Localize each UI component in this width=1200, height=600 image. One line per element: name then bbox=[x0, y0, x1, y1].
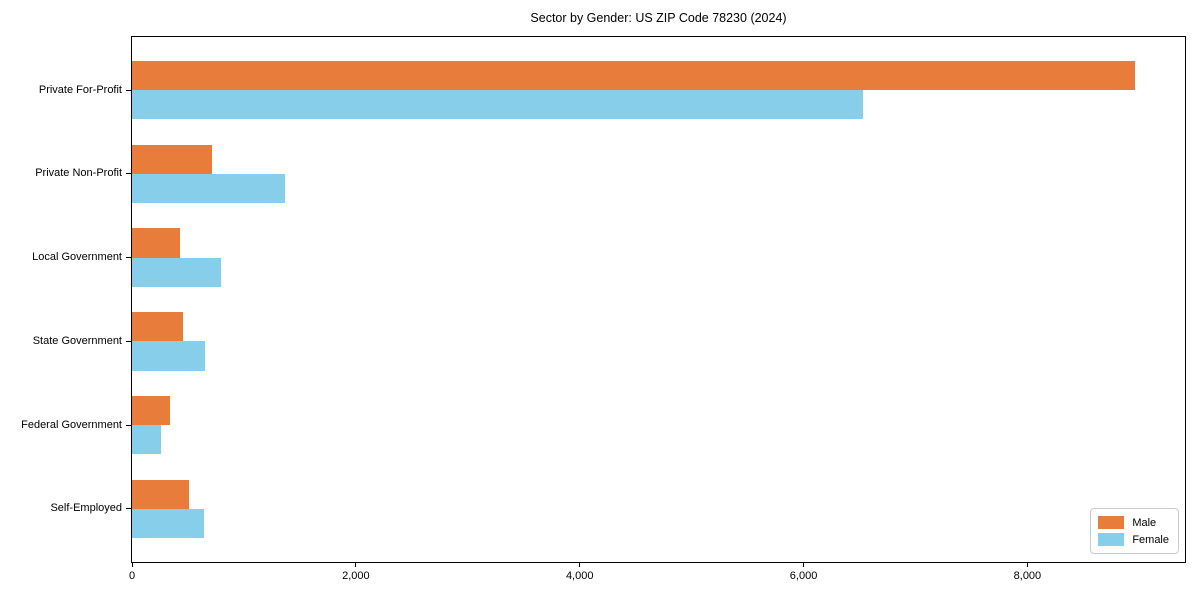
bar-male-6 bbox=[132, 479, 189, 509]
legend: Male Female bbox=[1090, 508, 1179, 554]
bar-female-6 bbox=[132, 508, 204, 539]
x-axis-tick bbox=[131, 562, 133, 567]
y-axis-tick bbox=[126, 340, 131, 342]
x-axis-tick-label: 0 bbox=[128, 570, 136, 582]
bar-female-4 bbox=[132, 341, 205, 371]
x-axis-tick-label: 8,000 bbox=[1013, 570, 1042, 582]
y-axis-category-label: State Government bbox=[32, 334, 122, 347]
y-axis-category-label: Self-Employed bbox=[50, 502, 122, 515]
legend-label: Male bbox=[1132, 516, 1157, 529]
bar-male-2 bbox=[132, 144, 212, 174]
y-axis-tick bbox=[126, 424, 131, 426]
legend-entry-female: Female bbox=[1098, 531, 1169, 548]
plot-area: Male Female bbox=[131, 36, 1186, 563]
x-axis-tick bbox=[1026, 562, 1028, 567]
x-axis-tick bbox=[355, 562, 357, 567]
x-axis-tick bbox=[803, 562, 805, 567]
y-axis-tick bbox=[126, 173, 131, 175]
bar-male-5 bbox=[132, 395, 170, 426]
y-axis-tick bbox=[126, 89, 131, 91]
y-axis-category-label: Local Government bbox=[32, 251, 122, 264]
legend-swatch-male bbox=[1098, 516, 1125, 529]
bar-male-4 bbox=[132, 312, 183, 342]
legend-label: Female bbox=[1132, 533, 1169, 546]
x-axis-tick-label: 4,000 bbox=[565, 570, 594, 582]
chart-title: Sector by Gender: US ZIP Code 78230 (202… bbox=[530, 11, 787, 25]
y-axis-category-label: Federal Government bbox=[21, 418, 122, 431]
bar-female-1 bbox=[132, 90, 863, 120]
legend-swatch-female bbox=[1098, 533, 1125, 546]
y-axis-tick bbox=[126, 257, 131, 259]
bar-male-1 bbox=[132, 60, 1135, 91]
legend-entry-male: Male bbox=[1098, 514, 1169, 531]
bar-female-5 bbox=[132, 425, 161, 455]
y-axis-category-label: Private Non-Profit bbox=[35, 167, 122, 180]
bar-male-3 bbox=[132, 228, 180, 258]
y-axis-category-label: Private For-Profit bbox=[38, 83, 122, 96]
y-axis-tick bbox=[126, 508, 131, 510]
x-axis-tick-label: 2,000 bbox=[342, 570, 370, 582]
x-axis-tick-label: 6,000 bbox=[789, 570, 818, 582]
x-axis-tick bbox=[579, 562, 581, 567]
bar-female-2 bbox=[132, 173, 285, 204]
bar-female-3 bbox=[132, 257, 221, 287]
